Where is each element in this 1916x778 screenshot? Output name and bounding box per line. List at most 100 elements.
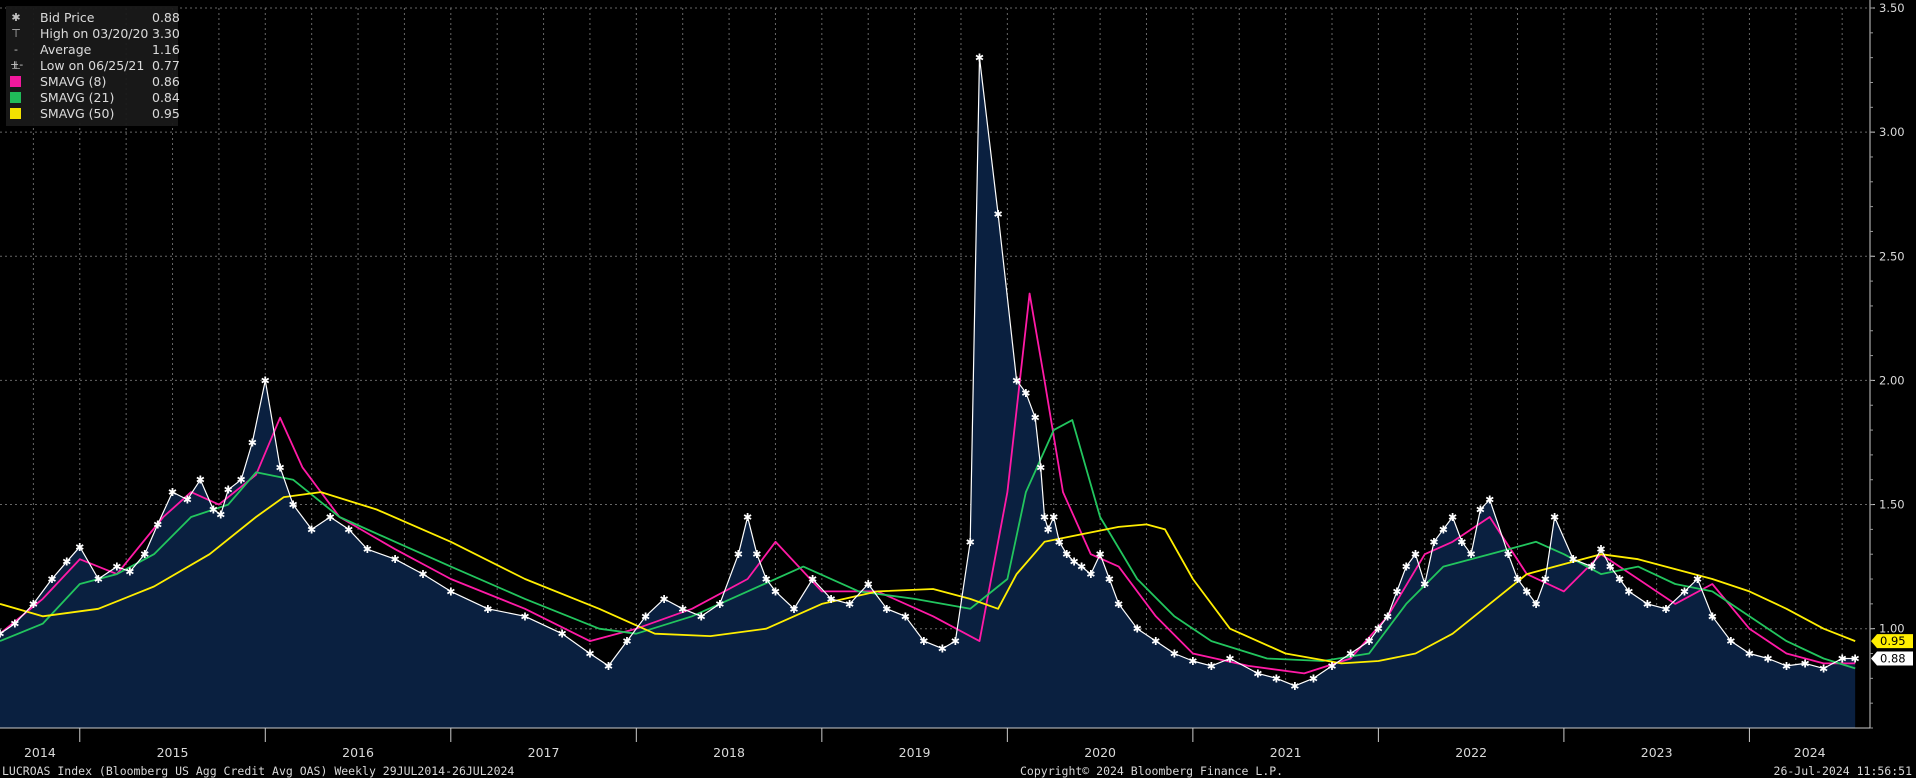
data-point: ✱ [1170,648,1179,661]
y-tick-label: 3.00 [1879,125,1905,139]
data-point: ✱ [140,548,149,561]
legend-label: SMAVG (21) [40,90,115,105]
series-line [0,292,1856,675]
data-point: ✱ [743,511,752,524]
last-value-label: 0.95 [1871,634,1913,649]
data-point: ✱ [938,643,947,656]
data-point: ✱ [1485,494,1494,507]
chart-axes [0,0,1871,729]
legend-item-smavg-8[interactable]: SMAVG (8) 0.86 [10,74,180,89]
data-point: ✱ [29,598,38,611]
y-tick-label: 2.00 [1879,373,1905,387]
bid-price-area [0,57,1856,729]
data-point: ✱ [1467,548,1476,561]
data-point: ✱ [276,461,285,474]
data-point: ✱ [1587,561,1596,574]
data-point: ✱ [1327,660,1336,673]
footer-timestamp: 26-Jul-2024 11:56:51 [1773,764,1912,778]
legend-value: 3.30 [152,26,180,41]
last-value-tag [1871,634,1913,649]
data-point: ✱ [307,523,316,536]
data-point: ✱ [94,573,103,586]
data-point: ✱ [1062,548,1071,561]
data-point: ✱ [808,573,817,586]
legend-item-low[interactable]: ⊥ Low on 06/25/21 0.77 [10,58,180,73]
data-point: ✱ [966,536,975,549]
star-marker-icon: ✱ [11,11,21,24]
data-point: ✱ [697,610,706,623]
data-point: ✱ [1151,635,1160,648]
data-point: ✱ [326,511,335,524]
x-axis-ticks: 2014 2015 2016 2017 2018 2019 2020 2021 2022 2023… [24,728,1826,760]
data-point: ✱ [344,523,353,536]
data-point: ✱ [1374,623,1383,636]
data-point: ✱ [1402,561,1411,574]
data-point: ✱ [1439,523,1448,536]
series-line [0,57,1856,687]
data-point: ✱ [762,573,771,586]
data-point: ✱ [678,603,687,616]
data-point: ✱ [216,508,225,521]
data-point: ✱ [10,618,19,631]
data-point: ✱ [864,578,873,591]
series-line [0,491,1856,665]
legend-item-average[interactable]: -+- Average 1.16 [10,42,180,71]
legend-value: 0.95 [152,106,180,121]
data-point: ✱ [604,660,613,673]
data-point: ✱ [1420,578,1429,591]
data-point: ✱ [1383,610,1392,623]
data-point: ✱ [47,573,56,586]
data-point: ✱ [585,648,594,661]
data-point: ✱ [125,566,134,579]
x-tick-label: 2018 [713,745,745,760]
footer-index-description: LUCROAS Index (Bloomberg US Agg Credit A… [2,764,515,778]
data-point: ✱ [1763,652,1772,665]
data-point: ✱ [1207,660,1216,673]
data-point: ✱ [1021,387,1030,400]
legend-item-smavg-21[interactable]: SMAVG (21) 0.84 [10,90,180,105]
bid-price-fill [0,57,1856,729]
data-point: ✱ [1411,548,1420,561]
data-point: ✱ [993,208,1002,221]
color-swatch [10,92,21,103]
legend-item-bid-price[interactable]: ✱ Bid Price 0.88 [10,10,179,25]
data-point: ✱ [261,374,270,387]
data-point: ✱ [641,610,650,623]
low-marker-icon: ⊥ [11,59,21,72]
data-point: ✱ [1077,561,1086,574]
last-value-text: 0.95 [1880,634,1906,648]
data-point: ✱ [1504,548,1513,561]
data-point: ✱ [112,561,121,574]
legend-value: 0.88 [152,10,180,25]
data-point: ✱ [183,494,192,507]
data-point: ✱ [951,635,960,648]
data-point: ✱ [1851,652,1860,665]
legend-item-smavg-50[interactable]: SMAVG (50) 0.95 [10,106,180,121]
data-point: ✱ [1693,573,1702,586]
data-point: ✱ [1272,672,1281,685]
legend-item-high[interactable]: ⊤ High on 03/20/20 3.30 [10,26,180,41]
data-point: ✱ [789,603,798,616]
data-point: ✱ [827,593,836,606]
data-point: ✱ [1448,511,1457,524]
x-tick-label: 2017 [528,745,560,760]
high-marker-icon: ⊤ [11,27,21,40]
chart-footer: LUCROAS Index (Bloomberg US Agg Credit A… [0,762,1916,778]
data-point: ✱ [715,598,724,611]
data-point: ✱ [1531,598,1540,611]
data-point: ✱ [418,568,427,581]
last-value-labels: 0.95 0.88 [1871,634,1913,666]
data-point: ✱ [75,541,84,554]
x-tick-label: 2019 [899,745,931,760]
legend-label: Bid Price [40,10,95,25]
data-point: ✱ [1800,657,1809,670]
data-point: ✱ [520,610,529,623]
x-tick-label: 2015 [157,745,189,760]
data-point: ✱ [196,474,205,487]
series-lines [0,57,1856,687]
data-point: ✱ [483,603,492,616]
data-point: ✱ [1114,598,1123,611]
legend-value: 0.77 [152,58,180,73]
data-point: ✱ [1253,667,1262,680]
data-point: ✱ [248,436,257,449]
